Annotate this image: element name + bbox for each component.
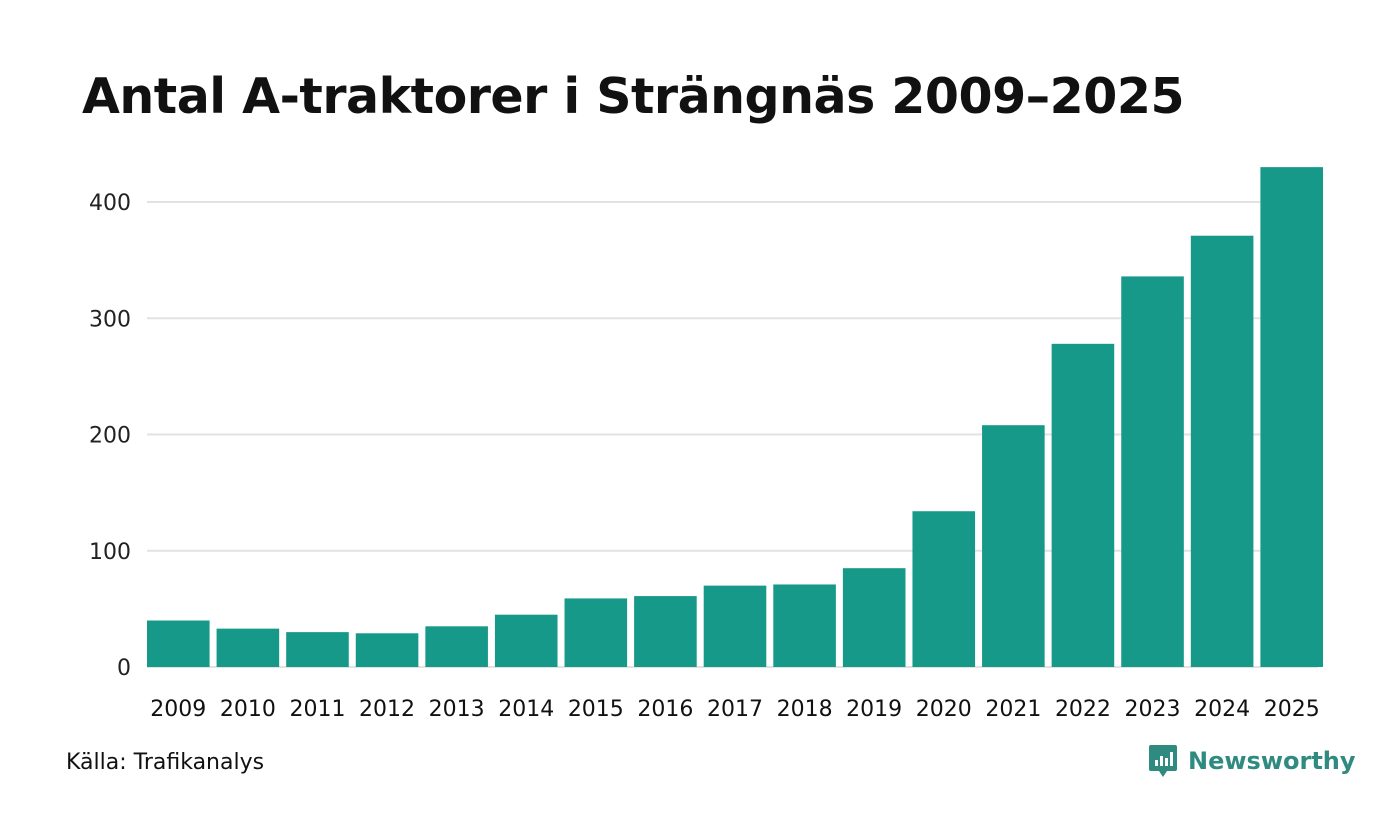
brand-logo: Newsworthy [1148, 744, 1356, 778]
chart-title: Antal A-traktorer i Strängnäs 2009–2025 [82, 68, 1185, 125]
bar-2014 [494, 614, 558, 667]
x-tick-label: 2012 [359, 697, 415, 722]
x-tick-label: 2009 [150, 697, 206, 722]
x-tick-label: 2018 [777, 697, 833, 722]
y-tick-label: 100 [89, 540, 131, 565]
source-note: Källa: Trafikanalys [66, 750, 265, 775]
bar-2021 [982, 425, 1045, 667]
brand-name: Newsworthy [1188, 747, 1356, 775]
x-tick-label: 2014 [498, 697, 554, 722]
x-tick-label: 2023 [1125, 697, 1181, 722]
bar-2020 [912, 511, 976, 667]
x-axis-tick-labels: 2009 2010 2011 2012 2013 2014 2015 2016 2017 2018… [150, 697, 1319, 722]
x-tick-label: 2025 [1264, 697, 1320, 722]
bar-2023 [1121, 276, 1184, 667]
y-tick-label: 300 [89, 307, 131, 332]
bar-2025 [1260, 167, 1323, 667]
bar-2010 [216, 628, 280, 667]
bar-2016 [634, 596, 697, 667]
x-tick-label: 2022 [1055, 697, 1111, 722]
x-tick-label: 2010 [220, 697, 276, 722]
x-tick-label: 2021 [985, 697, 1041, 722]
y-tick-label: 400 [89, 191, 131, 216]
y-tick-label: 200 [89, 424, 131, 449]
x-tick-label: 2011 [289, 697, 345, 722]
x-tick-label: 2019 [846, 697, 902, 722]
bar-2009 [147, 620, 210, 667]
bars [147, 167, 1323, 667]
bar-2019 [842, 568, 906, 667]
bar-2017 [703, 585, 767, 667]
y-tick-label: 0 [117, 656, 131, 681]
bar-2015 [564, 598, 628, 667]
bar-2018 [773, 584, 836, 667]
bar-2012 [355, 633, 419, 667]
bar-2022 [1051, 343, 1115, 667]
x-tick-label: 2016 [637, 697, 693, 722]
newsworthy-chart-icon [1149, 745, 1177, 777]
x-tick-label: 2013 [429, 697, 485, 722]
x-tick-label: 2020 [916, 697, 972, 722]
bar-2013 [425, 626, 488, 667]
y-axis-tick-labels: 0 100 200 300 400 [89, 191, 131, 681]
bar-2011 [286, 632, 349, 667]
x-tick-label: 2024 [1194, 697, 1250, 722]
bar-2024 [1190, 235, 1254, 667]
x-tick-label: 2015 [568, 697, 624, 722]
x-tick-label: 2017 [707, 697, 763, 722]
